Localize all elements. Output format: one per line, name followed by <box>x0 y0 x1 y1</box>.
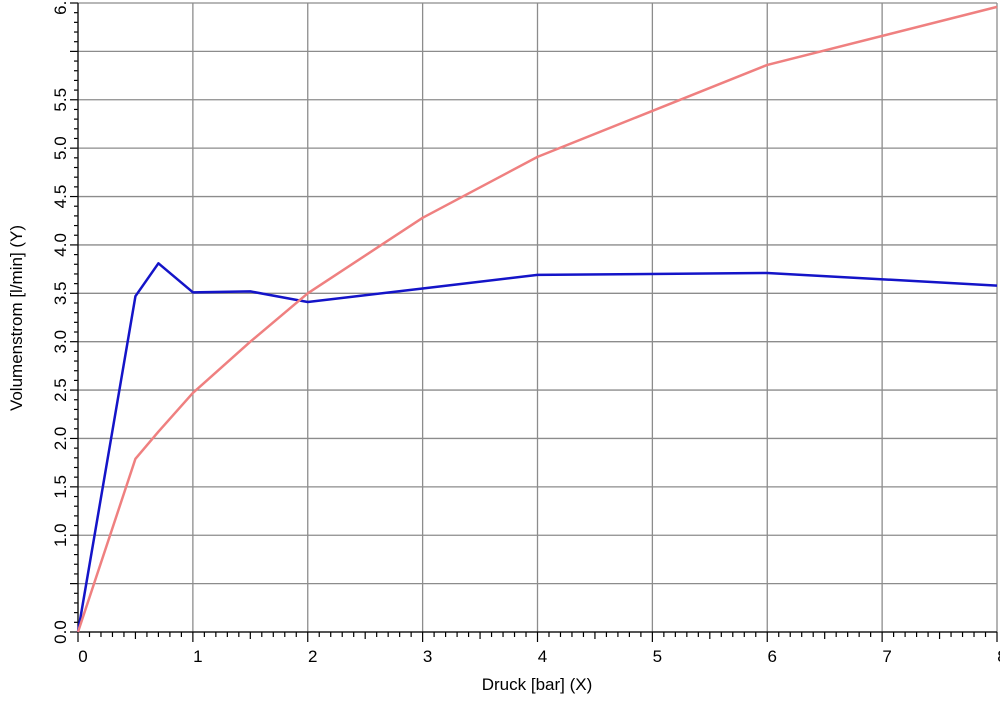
x-axis-label: Druck [bar] (X) <box>482 675 593 694</box>
y-tick-label: 2.5 <box>51 378 70 402</box>
y-tick-label: 3.0 <box>51 330 70 354</box>
x-tick-label: 2 <box>308 647 317 666</box>
y-tick-label: 4.0 <box>51 233 70 257</box>
y-tick-label: 5.5 <box>51 88 70 112</box>
y-tick-label: 1.0 <box>51 523 70 547</box>
x-tick-label: 6 <box>768 647 777 666</box>
y-tick-label: 3.5 <box>51 281 70 305</box>
y-tick-label: 2.0 <box>51 427 70 451</box>
y-tick-label: 1.5 <box>51 475 70 499</box>
x-tick-label: 4 <box>538 647 547 666</box>
y-tick-label: 6.5 <box>51 0 70 15</box>
y-tick-label: 5.0 <box>51 136 70 160</box>
x-tick-label: 5 <box>653 647 662 666</box>
series-line <box>76 5 998 633</box>
x-tick-label: 7 <box>882 647 891 666</box>
x-tick-label: 1 <box>193 647 202 666</box>
x-tick-label: 8 <box>997 647 1000 666</box>
y-tick-label: 4.5 <box>51 185 70 209</box>
y-tick-label: 0.0 <box>51 620 70 644</box>
series-line <box>76 262 998 633</box>
x-tick-label: 0 <box>78 647 87 666</box>
y-axis-label: Volumenstrom [l/min] (Y) <box>7 225 26 411</box>
x-tick-label: 3 <box>423 647 432 666</box>
